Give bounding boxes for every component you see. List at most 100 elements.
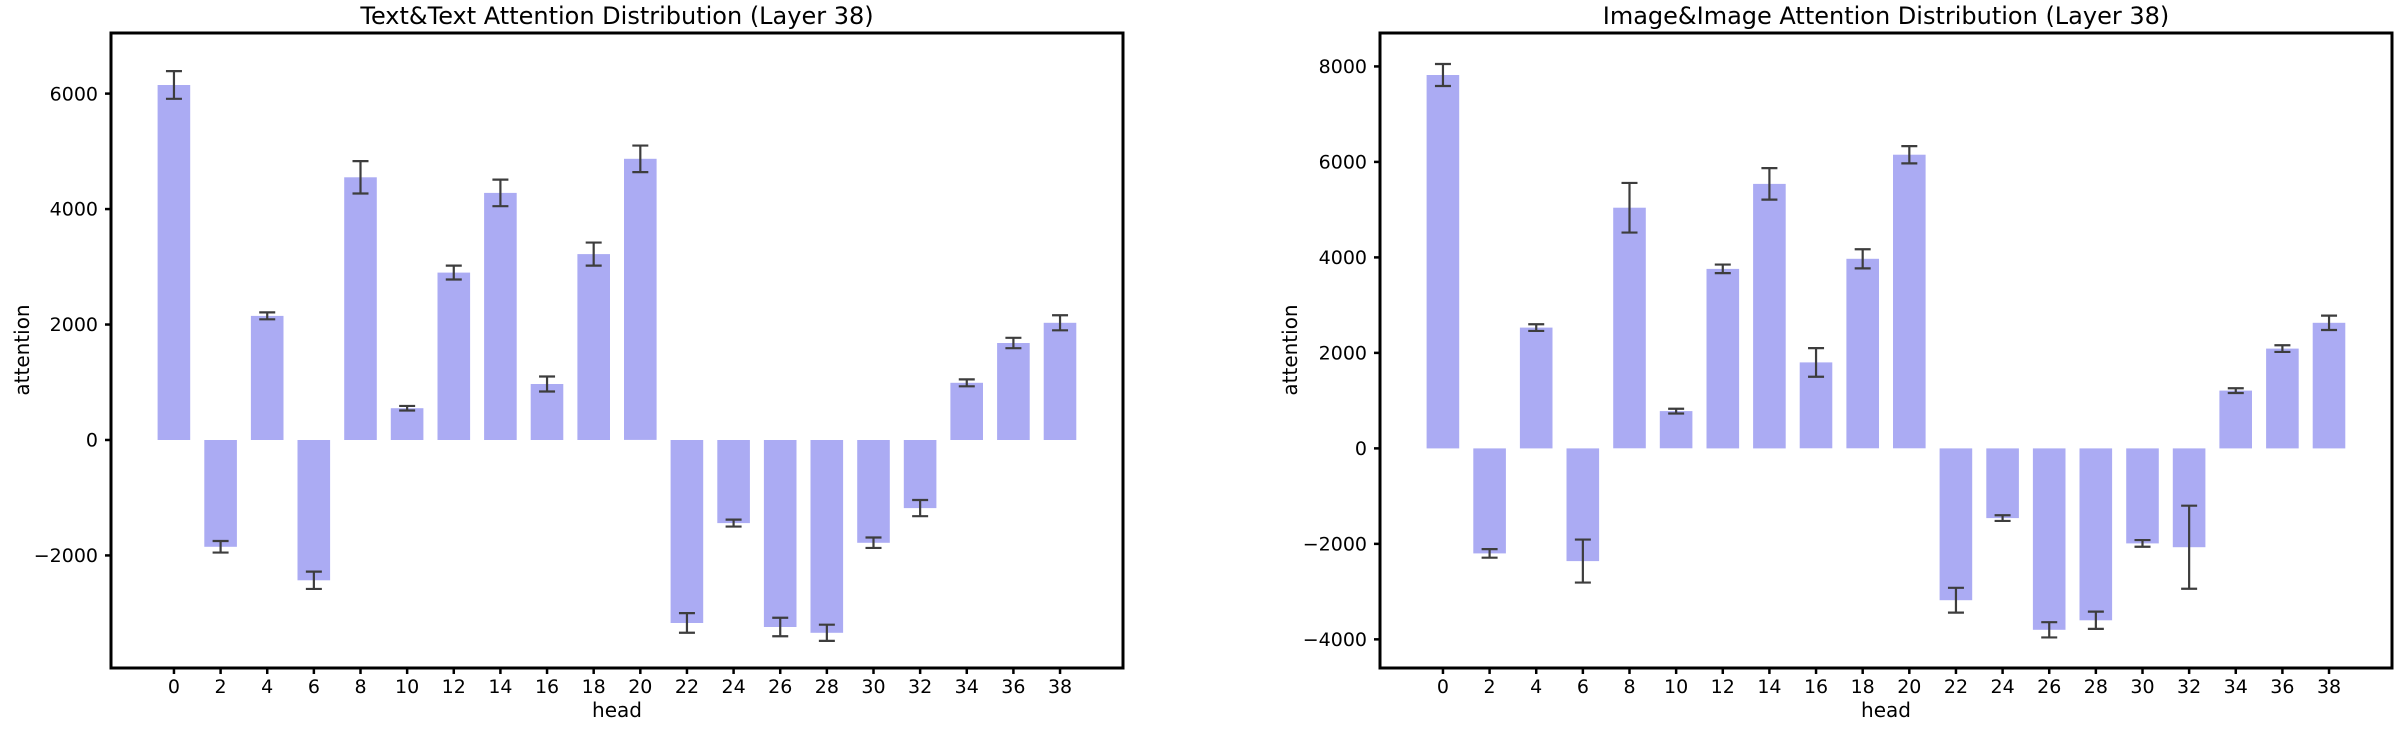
bar-head-10 — [390, 408, 424, 440]
bar-head-36 — [997, 343, 1030, 440]
errorbar-head-26 — [2041, 621, 2058, 639]
y-tick-label: −2000 — [34, 545, 98, 567]
chart2-xaxis-label: head — [1861, 698, 1911, 722]
y-tick-label: 0 — [86, 430, 98, 452]
x-tick-label: 36 — [1001, 676, 1025, 698]
x-tick-label: 16 — [1804, 676, 1828, 698]
x-tick-label: 8 — [354, 676, 366, 698]
errorbar-head-22 — [678, 612, 695, 634]
errorbar-head-2 — [212, 539, 229, 554]
x-tick-label: 0 — [168, 676, 180, 698]
x-tick-label: 4 — [1530, 676, 1542, 698]
bar-head-12 — [1706, 268, 1740, 449]
chart1-xaxis-label: head — [592, 698, 642, 722]
x-tick-label: 26 — [2037, 676, 2061, 698]
y-tick-label: −4000 — [1303, 629, 1367, 651]
bar-head-2 — [204, 440, 237, 547]
errorbar-head-18 — [585, 241, 602, 267]
x-tick-label: 28 — [2084, 676, 2108, 698]
x-tick-label: 30 — [2130, 676, 2154, 698]
bar-head-8 — [1613, 207, 1646, 449]
errorbar-head-24 — [1994, 514, 2011, 523]
x-tick-label: 18 — [582, 676, 606, 698]
x-tick-label: 12 — [1711, 676, 1735, 698]
bar-head-0 — [157, 85, 191, 440]
x-tick-label: 38 — [2317, 676, 2341, 698]
y-tick-label: −2000 — [1303, 534, 1367, 556]
bar-head-38 — [2312, 322, 2346, 449]
y-tick-label: 6000 — [1319, 152, 1367, 174]
bar-head-10 — [1659, 411, 1693, 449]
errorbar-head-22 — [1947, 586, 1964, 614]
y-tick-label: 0 — [1355, 438, 1367, 460]
errorbar-head-10 — [1668, 407, 1685, 415]
axes-box — [1378, 31, 2394, 670]
bar-head-12 — [437, 272, 471, 440]
errorbar-head-20 — [1901, 145, 1918, 165]
x-tick-label: 30 — [861, 676, 885, 698]
errorbar-head-18 — [1854, 248, 1871, 270]
x-tick-label: 24 — [1990, 676, 2014, 698]
x-tick-label: 36 — [2270, 676, 2294, 698]
errorbar-head-30 — [2134, 538, 2151, 548]
x-tick-label: 14 — [488, 676, 512, 698]
bar-head-30 — [857, 440, 890, 543]
bar-head-20 — [1893, 154, 1926, 449]
errorbar-head-28 — [818, 623, 835, 642]
x-tick-label: 6 — [1577, 676, 1589, 698]
errorbar-head-6 — [305, 570, 322, 591]
x-tick-label: 28 — [815, 676, 839, 698]
bar-head-34 — [950, 382, 983, 440]
chart1-yaxis-label: attention — [10, 304, 34, 396]
bar-head-6 — [297, 440, 331, 581]
errorbar-head-34 — [958, 378, 975, 388]
errorbar-head-16 — [539, 375, 556, 393]
chart1-title: Text&Text Attention Distribution (Layer … — [360, 2, 874, 30]
errorbar-head-38 — [2321, 314, 2338, 332]
bar-head-32 — [903, 440, 937, 509]
errorbar-head-12 — [445, 264, 462, 281]
errorbar-head-0 — [1434, 62, 1451, 88]
x-tick-label: 4 — [261, 676, 273, 698]
bar-head-4 — [1519, 327, 1553, 449]
bar-head-34 — [2219, 390, 2252, 449]
errorbar-head-24 — [725, 518, 742, 528]
errorbar-head-34 — [2227, 387, 2244, 395]
errorbar-head-32 — [912, 498, 929, 518]
errorbar-head-2 — [1481, 548, 1498, 559]
errorbar-head-20 — [632, 144, 649, 174]
x-tick-label: 12 — [442, 676, 466, 698]
x-tick-label: 26 — [768, 676, 792, 698]
bar-head-16 — [530, 384, 564, 440]
y-tick-label: 8000 — [1319, 56, 1367, 78]
y-tick-label: 2000 — [1319, 343, 1367, 365]
x-tick-label: 22 — [675, 676, 699, 698]
bar-head-0 — [1426, 75, 1460, 449]
bar-head-24 — [717, 440, 750, 524]
bar-head-4 — [250, 315, 284, 440]
axes-box — [109, 31, 1125, 670]
errorbar-head-8 — [1621, 181, 1638, 234]
x-tick-label: 10 — [395, 676, 419, 698]
bar-head-18 — [577, 254, 610, 440]
x-tick-label: 18 — [1851, 676, 1875, 698]
errorbar-head-0 — [165, 69, 182, 100]
errorbar-head-36 — [2274, 344, 2291, 354]
chart2-yaxis-label: attention — [1278, 304, 1302, 396]
x-tick-label: 14 — [1757, 676, 1781, 698]
x-tick-label: 34 — [2224, 676, 2248, 698]
x-tick-label: 20 — [1897, 676, 1921, 698]
errorbar-head-4 — [259, 311, 276, 321]
x-tick-label: 32 — [2177, 676, 2201, 698]
x-tick-label: 34 — [955, 676, 979, 698]
bar-head-22 — [670, 440, 704, 623]
bar-head-38 — [1043, 322, 1077, 440]
errorbar-head-16 — [1808, 347, 1825, 378]
errorbar-head-4 — [1528, 323, 1545, 333]
bar-head-26 — [2032, 448, 2066, 630]
bar-head-8 — [344, 177, 377, 441]
errorbar-head-8 — [352, 160, 369, 195]
